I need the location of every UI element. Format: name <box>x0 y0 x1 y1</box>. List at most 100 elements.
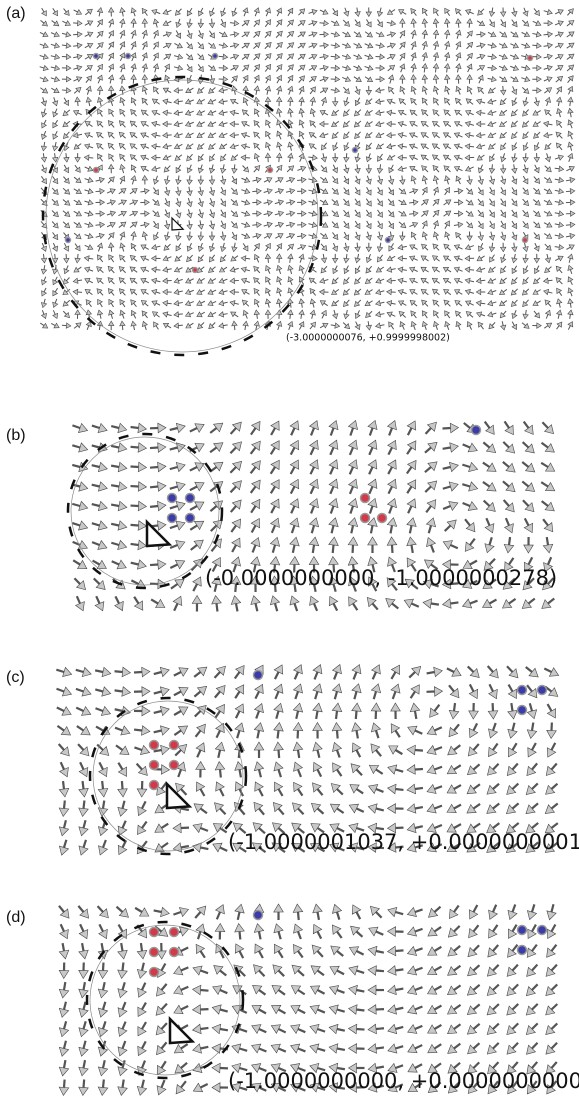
arrow <box>543 198 553 207</box>
arrow <box>184 131 194 140</box>
arrow-shaft <box>335 289 339 292</box>
arrow-shaft <box>257 258 259 262</box>
arrow-shaft <box>119 191 123 194</box>
arrow-head <box>397 299 404 306</box>
arrow-head <box>375 156 382 163</box>
arrow <box>175 186 182 196</box>
arrow-shaft <box>309 34 313 36</box>
arrow <box>97 321 104 331</box>
arrow <box>231 242 238 252</box>
arrow-head <box>136 580 147 592</box>
arrow <box>229 300 239 307</box>
arrow <box>321 254 328 264</box>
arrow-shaft <box>97 34 100 37</box>
arrow-shaft <box>343 322 346 325</box>
arrow-shaft <box>167 303 171 304</box>
arrow-shaft <box>463 503 470 506</box>
arrow-head <box>142 667 151 677</box>
arrow-shaft <box>481 90 484 93</box>
arrow-shaft <box>501 19 503 23</box>
arrow <box>95 41 105 51</box>
arrow-head <box>121 186 128 193</box>
arrow-shaft <box>523 188 526 192</box>
arrow <box>164 175 171 185</box>
arrow <box>408 243 418 252</box>
arrow <box>274 210 284 218</box>
arrow-shaft <box>558 314 559 318</box>
arrow <box>454 320 462 330</box>
arrow-head <box>107 309 113 315</box>
arrow-shaft <box>537 278 540 281</box>
arrow-head <box>288 153 294 159</box>
arrow <box>519 478 537 496</box>
arrow-head <box>501 247 506 252</box>
arrow <box>297 211 306 216</box>
arrow-shaft <box>414 102 417 105</box>
arrow-head <box>319 145 326 152</box>
arrow <box>264 119 273 129</box>
arrow-shaft <box>96 596 99 603</box>
arrow-head <box>491 32 497 39</box>
arrow-head <box>386 144 392 150</box>
arrow-shaft <box>174 43 178 45</box>
arrow-head <box>312 30 318 37</box>
arrow <box>386 153 396 162</box>
arrow <box>521 516 537 535</box>
arrow-shaft <box>313 124 316 127</box>
arrow-shaft <box>388 448 392 455</box>
arrow-shaft <box>529 599 535 604</box>
arrow <box>320 309 329 319</box>
arrow-shaft <box>223 291 227 292</box>
arrow <box>90 575 108 593</box>
arrow <box>364 208 373 218</box>
arrow-shaft <box>310 326 313 329</box>
arrow <box>532 231 542 241</box>
arrow-shaft <box>555 247 559 248</box>
arrow <box>565 30 575 40</box>
arrow <box>40 298 48 308</box>
arrow-shaft <box>458 258 462 260</box>
arrow-shaft <box>466 222 469 225</box>
arrow-head <box>489 247 495 252</box>
arrow-head <box>464 288 470 295</box>
arrow-head <box>175 180 181 185</box>
arrow <box>188 536 207 553</box>
arrow-shaft <box>541 482 548 486</box>
arrow-shaft <box>245 326 246 330</box>
arrow-head <box>357 54 363 61</box>
arrow-head <box>40 291 47 297</box>
arrow-shaft <box>356 232 358 236</box>
arrow-shaft <box>544 68 548 69</box>
arrow-head <box>310 309 316 315</box>
arrow-shaft <box>378 19 380 23</box>
arrow <box>483 536 497 554</box>
arrow <box>264 141 273 151</box>
arrow <box>84 155 93 161</box>
arrow-head <box>465 277 471 283</box>
arrow-head <box>319 298 326 305</box>
arrow-head <box>354 258 360 264</box>
arrow-shaft <box>468 68 470 72</box>
arrow-shaft <box>170 428 178 430</box>
arrow <box>454 29 462 39</box>
arrow-head <box>163 121 168 126</box>
arrow-head <box>231 555 243 566</box>
arrow-head <box>324 21 329 27</box>
arrow-shaft <box>42 8 44 12</box>
arrow-shaft <box>268 146 270 150</box>
arrow <box>375 42 385 49</box>
arrow <box>503 536 515 553</box>
arrow-head <box>532 290 539 297</box>
arrow-shaft <box>447 135 451 137</box>
arrow-shaft <box>414 303 417 306</box>
arrow <box>197 220 204 230</box>
arrow-shaft <box>231 487 236 493</box>
arrow <box>211 663 229 681</box>
arrow-head <box>151 266 156 272</box>
arrow-shaft <box>145 169 149 171</box>
arrow <box>275 7 284 17</box>
arrow <box>330 209 340 219</box>
arrow-head <box>221 22 228 28</box>
arrow <box>196 299 206 308</box>
arrow <box>71 575 89 593</box>
